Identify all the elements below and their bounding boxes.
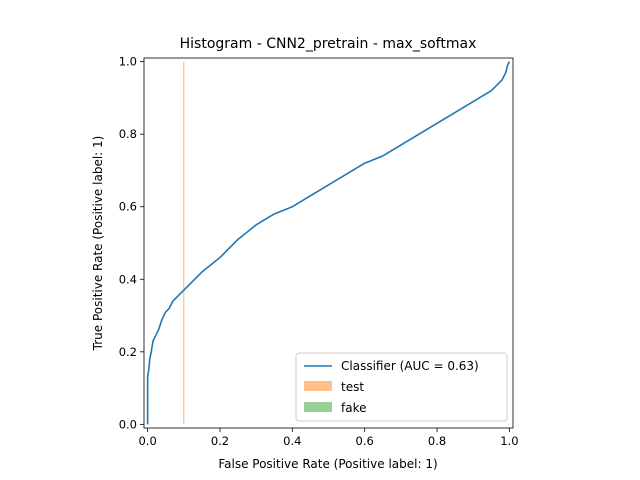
plot-area: 0.0 0.2 0.4 0.6 0.8 1.0 0.0 0.2 0.4 0.6 0.8 1.0	[119, 55, 519, 448]
x-tick-label-4: 0.8	[428, 434, 446, 448]
x-tick-label-2: 0.4	[283, 434, 301, 448]
y-tick-label-5: 1.0	[119, 55, 137, 69]
legend-label-fake: fake	[341, 401, 366, 415]
y-axis-label: True Positive Rate (Positive label: 1)	[91, 136, 105, 352]
y-tick-label-3: 0.6	[119, 200, 137, 214]
x-axis-label: False Positive Rate (Positive label: 1)	[218, 457, 437, 471]
y-tick-label-2: 0.4	[119, 272, 137, 286]
legend-label-test: test	[341, 380, 364, 394]
legend-label-classifier: Classifier (AUC = 0.63)	[341, 359, 479, 373]
chart-title: Histogram - CNN2_pretrain - max_softmax	[180, 36, 477, 52]
y-tick-label-4: 0.8	[119, 127, 137, 141]
x-tick-label-0: 0.0	[138, 434, 156, 448]
legend-swatch-fake	[304, 402, 332, 412]
test-bar	[183, 61, 185, 425]
y-tick-label-0: 0.0	[119, 417, 137, 431]
axes-frame	[143, 57, 514, 429]
x-tick-label-1: 0.2	[211, 434, 229, 448]
x-tick-label-5: 1.0	[500, 434, 518, 448]
y-tick-label-1: 0.2	[119, 345, 137, 359]
classifier-roc-line	[146, 61, 511, 425]
legend: Classifier (AUC = 0.63) test fake	[295, 352, 508, 422]
legend-frame	[295, 352, 508, 422]
x-tick-label-3: 0.6	[356, 434, 374, 448]
legend-swatch-test	[304, 381, 332, 391]
